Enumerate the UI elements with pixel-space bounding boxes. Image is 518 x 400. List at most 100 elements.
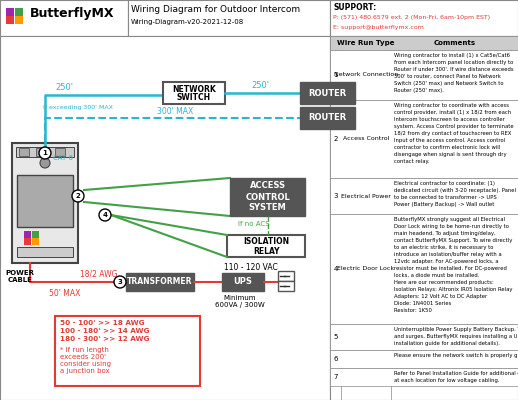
Circle shape <box>99 209 111 221</box>
Bar <box>330 36 518 50</box>
Bar <box>227 235 305 257</box>
Bar <box>15 8 23 16</box>
Text: NETWORK: NETWORK <box>172 84 216 94</box>
Circle shape <box>40 158 50 168</box>
Bar <box>0 0 128 36</box>
Text: dedicated circuit (with 3-20 receptacle). Panel: dedicated circuit (with 3-20 receptacle)… <box>394 188 516 193</box>
Text: 250': 250' <box>251 82 269 90</box>
Bar <box>6 16 14 24</box>
Text: ButterflyMX strongly suggest all Electrical: ButterflyMX strongly suggest all Electri… <box>394 217 505 222</box>
Text: 18/2 from dry contact of touchscreen to REX: 18/2 from dry contact of touchscreen to … <box>394 131 511 136</box>
Bar <box>17 175 73 227</box>
Bar <box>230 178 305 216</box>
Bar <box>126 273 194 291</box>
Text: 100 - 180' >> 14 AWG: 100 - 180' >> 14 AWG <box>60 328 150 334</box>
Bar <box>32 238 39 245</box>
Text: to an electric strike, it is necessary to: to an electric strike, it is necessary t… <box>394 245 493 250</box>
Text: Minimum: Minimum <box>224 295 256 301</box>
Bar <box>128 0 330 36</box>
Text: TRANSFORMER: TRANSFORMER <box>127 278 193 286</box>
Text: SYSTEM: SYSTEM <box>249 204 286 212</box>
Bar <box>32 231 39 238</box>
Bar <box>330 324 518 350</box>
Text: SWITCH: SWITCH <box>177 92 211 102</box>
Bar <box>330 178 518 214</box>
Text: 50' MAX: 50' MAX <box>49 290 81 298</box>
Text: ROUTER: ROUTER <box>308 88 346 98</box>
Text: Intercom touchscreen to access controller: Intercom touchscreen to access controlle… <box>394 117 505 122</box>
Text: 7: 7 <box>333 374 338 380</box>
Text: Input of the access control. Access control: Input of the access control. Access cont… <box>394 138 505 143</box>
Text: Adapters: 12 Volt AC to DC Adapter: Adapters: 12 Volt AC to DC Adapter <box>394 294 487 299</box>
Text: * If run length: * If run length <box>60 347 109 353</box>
Circle shape <box>114 276 126 288</box>
Bar <box>15 16 23 24</box>
Bar <box>36 148 46 156</box>
Text: Access Control: Access Control <box>343 136 389 142</box>
Text: If no ACS: If no ACS <box>238 221 269 227</box>
Bar <box>222 273 264 291</box>
Circle shape <box>72 190 84 202</box>
Text: Please ensure the network switch is properly grounded.: Please ensure the network switch is prop… <box>394 353 518 358</box>
Bar <box>330 36 518 400</box>
Bar <box>0 36 330 400</box>
Text: Router if under 300'. If wire distance exceeds: Router if under 300'. If wire distance e… <box>394 67 514 72</box>
Bar <box>330 100 518 178</box>
Text: Comments: Comments <box>434 40 476 46</box>
Text: If exceeding 300' MAX: If exceeding 300' MAX <box>43 106 113 110</box>
Bar <box>330 368 518 386</box>
Text: 3: 3 <box>333 193 338 199</box>
Text: 250': 250' <box>55 84 73 92</box>
Bar <box>330 350 518 368</box>
Text: 4: 4 <box>333 266 338 272</box>
Text: 2: 2 <box>333 136 338 142</box>
Bar <box>24 231 31 238</box>
Bar <box>17 247 73 257</box>
Text: Network Connection: Network Connection <box>334 72 398 78</box>
Text: at each location for low voltage cabling.: at each location for low voltage cabling… <box>394 378 499 383</box>
Text: ACCESS: ACCESS <box>250 182 285 190</box>
Text: ISOLATION: ISOLATION <box>243 236 289 246</box>
Text: 300' MAX: 300' MAX <box>157 108 193 116</box>
Text: RELAY: RELAY <box>253 246 279 256</box>
Bar <box>278 281 294 291</box>
Bar <box>163 82 225 104</box>
Bar <box>0 0 518 36</box>
Circle shape <box>39 147 51 159</box>
Text: 1: 1 <box>42 150 48 156</box>
Text: 3: 3 <box>118 279 122 285</box>
Text: Refer to Panel Installation Guide for additional details. Leave 6' service loop: Refer to Panel Installation Guide for ad… <box>394 371 518 376</box>
Text: Isolation Relays: Altronix IR05 Isolation Relay: Isolation Relays: Altronix IR05 Isolatio… <box>394 287 512 292</box>
Text: SUPPORT:: SUPPORT: <box>333 4 376 12</box>
Bar <box>300 82 355 104</box>
Bar <box>12 143 78 263</box>
Text: Electric Door Lock: Electric Door Lock <box>337 266 395 272</box>
Text: to be connected to transformer -> UPS: to be connected to transformer -> UPS <box>394 195 497 200</box>
Text: ButterflyMX: ButterflyMX <box>30 6 114 20</box>
Text: contact ButterflyMX Support. To wire directly: contact ButterflyMX Support. To wire dir… <box>394 238 512 243</box>
Text: 5: 5 <box>333 334 338 340</box>
Text: Wiring contractor to install (1) x Cat5e/Cat6: Wiring contractor to install (1) x Cat5e… <box>394 53 510 58</box>
Text: disengage when signal is sent through dry: disengage when signal is sent through dr… <box>394 152 507 157</box>
Text: installation guide for additional details).: installation guide for additional detail… <box>394 341 500 346</box>
Text: Diode: 1N4001 Series: Diode: 1N4001 Series <box>394 301 451 306</box>
Text: CABLE: CABLE <box>8 277 33 283</box>
Bar <box>330 50 518 100</box>
Text: 4: 4 <box>103 212 108 218</box>
Bar <box>55 148 65 156</box>
Bar <box>6 8 14 16</box>
Text: system. Access Control provider to terminate: system. Access Control provider to termi… <box>394 124 514 129</box>
Text: 1: 1 <box>333 72 338 78</box>
Text: Power (Battery Backup) -> Wall outlet: Power (Battery Backup) -> Wall outlet <box>394 202 494 207</box>
Bar <box>330 214 518 324</box>
Text: a junction box: a junction box <box>60 368 110 374</box>
Text: 600VA / 300W: 600VA / 300W <box>215 302 265 308</box>
Text: Wiring contractor to coordinate with access: Wiring contractor to coordinate with acc… <box>394 103 509 108</box>
Text: control provider, install (1) x 18/2 from each: control provider, install (1) x 18/2 fro… <box>394 110 511 115</box>
Text: 2: 2 <box>76 193 80 199</box>
Text: P: (571) 480.6579 ext. 2 (Mon-Fri, 6am-10pm EST): P: (571) 480.6579 ext. 2 (Mon-Fri, 6am-1… <box>333 16 490 20</box>
Text: Router (250' max).: Router (250' max). <box>394 88 444 93</box>
Text: Switch (250' max) and Network Switch to: Switch (250' max) and Network Switch to <box>394 81 503 86</box>
Text: Resistor: 1K50: Resistor: 1K50 <box>394 308 432 313</box>
Text: Wiring Diagram for Outdoor Intercom: Wiring Diagram for Outdoor Intercom <box>131 4 300 14</box>
